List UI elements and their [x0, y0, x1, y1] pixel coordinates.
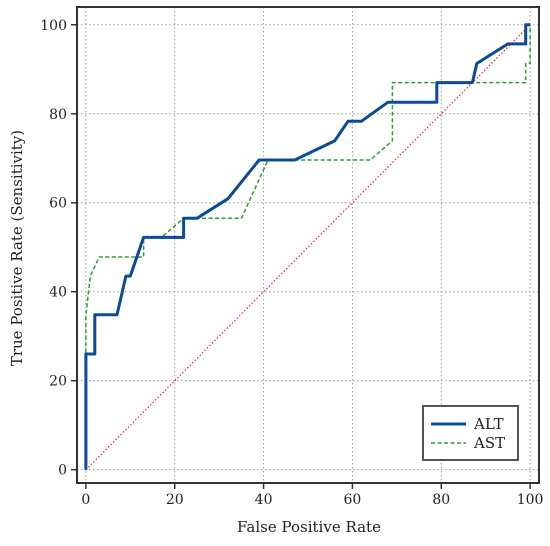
ticks: 0 20 40 60 80 100 0 20 40 60 80 100: [40, 18, 543, 508]
y-tick-label: 40: [49, 285, 67, 301]
y-tick-label: 0: [58, 463, 67, 479]
legend-box: [422, 405, 519, 461]
x-tick-label: 20: [166, 492, 184, 508]
legend-label-alt: ALT: [473, 415, 504, 433]
y-tick-label: 80: [49, 107, 67, 123]
series-line-reference: [85, 24, 531, 471]
x-tick-label: 100: [517, 492, 544, 508]
x-tick-label: 80: [432, 492, 450, 508]
plot-frame: [76, 6, 540, 484]
y-tick-label: 20: [49, 374, 67, 390]
series-line-ast: [85, 24, 531, 470]
y-tick-label: 60: [49, 196, 67, 212]
series-layer: [84, 23, 531, 471]
y-tick-label: 100: [40, 18, 67, 34]
x-tick-label: 40: [255, 492, 273, 508]
x-tick-label: 60: [344, 492, 362, 508]
legend: ALT AST: [422, 405, 519, 461]
x-tick-label: 0: [81, 492, 90, 508]
grid: [77, 7, 539, 483]
y-axis-title: True Positive Rate (Sensitivity): [8, 130, 26, 366]
legend-label-ast: AST: [473, 434, 505, 452]
x-axis-title: False Positive Rate: [237, 518, 381, 536]
series-line-alt: [84, 23, 531, 470]
